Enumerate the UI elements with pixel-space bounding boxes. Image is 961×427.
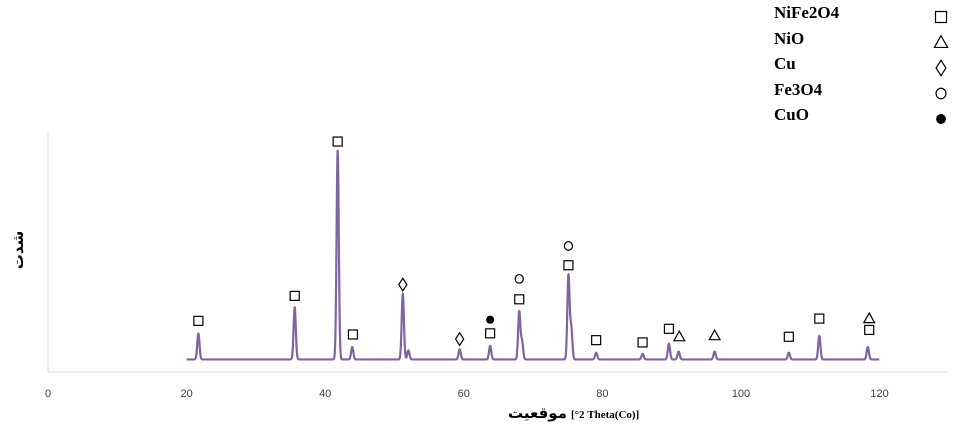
square-marker [814,313,825,324]
circle-marker [563,241,574,251]
circle-marker [514,273,524,284]
square-marker [289,290,300,301]
x-axis-title-fa: موقعیت [508,404,567,422]
x-axis-title-en: [°2 Theta(Co)] [570,409,640,421]
x-tick-label: 60 [458,388,470,400]
legend-label-fe3o4: Fe3O4 [774,79,823,99]
diamond-marker [935,59,947,77]
x-axis-title: موقعیت [°2 Theta(Co)] [508,404,639,423]
x-tick-label: 0 [45,388,51,400]
square-marker [193,315,204,326]
square-marker [864,324,875,336]
dot-marker [486,315,495,324]
x-tick-label: 20 [180,388,192,400]
square-marker [637,337,648,348]
x-tick-label: 120 [870,388,888,400]
diamond-marker [454,331,465,347]
diamond-marker [398,277,408,292]
square-marker [934,10,948,24]
square-marker [485,328,496,339]
x-tick-label: 80 [596,388,608,400]
legend-label-cu: Cu [774,54,796,73]
legend-symbols [933,10,949,124]
triangle-marker [862,311,876,324]
legend-label-cuo: CuO [774,105,809,124]
triangle-marker [672,329,686,342]
square-marker [591,335,602,346]
square-marker [563,260,574,271]
x-tick-labels: 0 20 40 60 80 100 120 [45,388,889,400]
legend-label-nio: NiO [774,28,805,48]
square-marker [783,331,794,342]
triangle-marker [708,328,722,341]
legend-label-nife2o4: NiFe2O4 [774,3,840,22]
square-marker [332,136,343,147]
triangle-marker [933,34,949,49]
square-marker [663,323,675,334]
square-marker [514,294,525,305]
xrd-pattern-line [185,149,881,361]
peak-markers [193,136,876,348]
y-axis-title: شدت [9,230,27,270]
x-tick-label: 100 [732,388,750,400]
square-marker [347,329,359,340]
circle-marker [935,87,947,100]
dot-marker [936,114,946,124]
x-tick-label: 40 [319,388,331,400]
